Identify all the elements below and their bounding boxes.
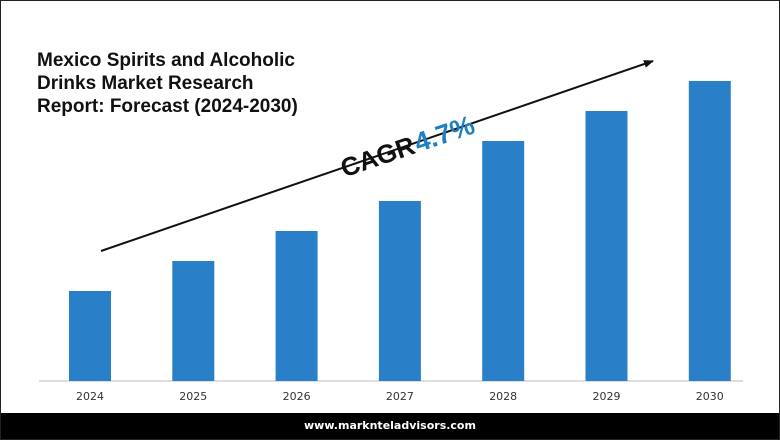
bar-2027 (378, 201, 421, 381)
x-tick-label-2030: 2030 (696, 390, 724, 403)
x-tick-label-2028: 2028 (489, 390, 517, 403)
bar-2025 (172, 261, 215, 381)
footer-bar: www.marknteladvisors.com (1, 413, 779, 439)
x-tick-label-2025: 2025 (179, 390, 207, 403)
title-line-3: Report: Forecast (2024-2030) (37, 96, 298, 117)
cagr-value: 4.7% (410, 110, 478, 158)
x-tick-label-2029: 2029 (593, 390, 621, 403)
chart-title: Mexico Spirits and Alcoholic Drinks Mark… (37, 49, 317, 118)
title-line-1: Mexico Spirits and Alcoholic (37, 50, 295, 71)
bar-2026 (275, 231, 318, 381)
title-line-2: Drinks Market Research (37, 73, 254, 94)
x-tick-label-2027: 2027 (386, 390, 414, 403)
bar-2030 (688, 81, 731, 381)
bar-2029 (585, 111, 628, 381)
x-tick-label-2026: 2026 (283, 390, 311, 403)
bar-2024 (69, 291, 111, 381)
bar-2028 (482, 141, 525, 381)
footer-url[interactable]: www.marknteladvisors.com (304, 419, 476, 432)
x-tick-label-2024: 2024 (76, 390, 104, 403)
trend-arrow (100, 60, 654, 252)
cagr-label: CAGR (337, 130, 419, 183)
